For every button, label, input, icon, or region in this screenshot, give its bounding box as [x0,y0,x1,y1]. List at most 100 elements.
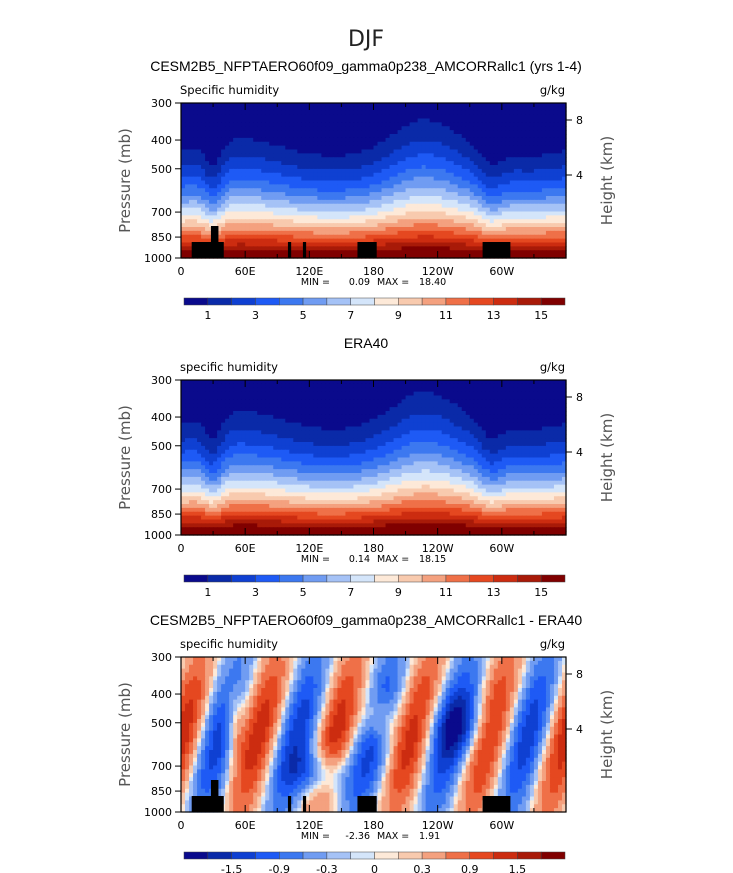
contour-cell [517,380,523,385]
contour-cell [217,165,222,170]
contour-cell [229,227,234,232]
y-tick-label: 1000 [144,252,172,265]
contour-cell [425,149,431,154]
contour-cell [313,407,318,412]
contour-cell [345,387,351,393]
contour-cell [297,137,302,143]
contour-cell [433,196,439,201]
contour-cell [469,407,475,412]
contour-cell [405,380,411,385]
contour-cell [429,234,435,240]
contour-cell [297,391,302,397]
contour-cell [281,403,286,408]
contour-cell [341,246,347,251]
contour-cell [261,414,266,420]
contour-cell [265,118,270,123]
contour-cell [329,192,334,197]
contour-cell [397,227,403,232]
contour-cell [529,106,535,112]
contour-cell [545,411,551,416]
contour-cell [241,199,246,205]
contour-cell [253,137,258,143]
contour-cell [365,168,371,174]
contour-cell [225,106,230,112]
contour-cell [493,141,499,147]
contour-cell [517,207,523,213]
contour-cell [525,168,531,174]
contour-cell [401,203,407,209]
contour-cell [293,250,298,255]
contour-cell [473,114,479,120]
contour-cell [241,141,246,147]
contour-cell [185,137,190,143]
contour-cell [461,126,467,131]
contour-cell [541,114,547,120]
contour-cell [337,126,343,131]
contour-cell [241,399,246,404]
contour-cell [301,383,306,389]
contour-cell [325,122,330,127]
contour-cell [509,176,515,182]
contour-cell [457,207,463,213]
contour-cell [321,211,326,216]
contour-cell [305,399,310,404]
contour-cell [549,122,555,127]
contour-cell [361,391,367,397]
contour-cell [517,188,523,193]
contour-cell [529,414,535,420]
contour-cell [229,407,234,412]
contour-cell [193,176,198,182]
contour-cell [209,126,214,131]
contour-cell [525,110,531,116]
contour-cell [341,141,347,147]
contour-cell [441,227,447,232]
contour-cell [553,126,559,131]
y-tick-label: 400 [151,134,172,147]
contour-cell [245,110,250,116]
contour-cell [389,399,395,404]
contour-cell [401,161,407,166]
contour-cell [489,215,495,220]
contour-cell [469,153,475,158]
contour-cell [341,215,347,220]
contour-cell [349,103,355,108]
contour-cell [405,196,411,201]
contour-cell [409,391,415,397]
contour-cell [373,180,379,185]
contour-cell [417,168,423,174]
contour-cell [185,180,190,185]
contour-cell [537,238,543,244]
contour-cell [341,196,347,201]
contour-cell [365,114,371,120]
contour-cell [265,414,270,420]
contour-cell [401,380,407,385]
contour-cell [353,254,359,259]
contour-cell [481,223,487,228]
contour-cell [513,196,519,201]
contour-cell [553,188,559,193]
contour-cell [309,161,314,166]
contour-cell [237,215,242,220]
contour-cell [513,114,519,120]
contour-cell [557,254,563,259]
contour-cell [225,234,230,240]
contour-cell [545,246,551,251]
contour-cell [373,411,379,416]
contour-cell [509,238,515,244]
contour-cell [225,141,230,147]
contour-cell [277,180,282,185]
contour-cell [497,126,503,131]
contour-cell [485,227,491,232]
contour-cell [489,219,495,224]
contour-cell [409,414,415,420]
contour-cell [193,118,198,123]
contour-cell [493,211,499,216]
contour-cell [437,188,443,193]
contour-cell [333,161,339,166]
contour-cell [377,145,383,151]
contour-cell [525,184,531,189]
contour-cell [417,227,423,232]
contour-cell [261,391,266,397]
contour-cell [413,184,419,189]
contour-cell [293,254,298,259]
